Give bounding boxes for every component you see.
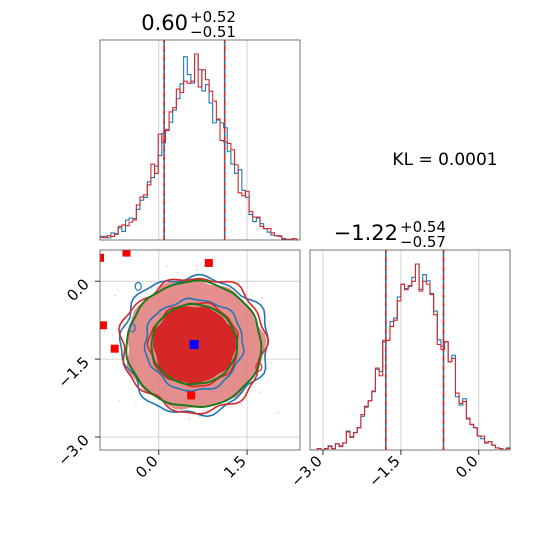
outlier-contour — [128, 323, 136, 333]
scatter-point — [151, 287, 153, 290]
scatter-point — [114, 294, 117, 297]
scatter-point — [134, 404, 137, 407]
param1-title-value: 0.60 — [141, 11, 188, 35]
panel-frame — [309, 249, 511, 451]
x-tick-label: 0.0 — [132, 452, 162, 482]
scatter-point — [117, 289, 119, 292]
scatter-point — [188, 418, 191, 420]
kl-annotation: KL = 0.0001 — [392, 150, 497, 170]
red-square-marker — [100, 321, 107, 330]
scatter-point — [139, 296, 142, 299]
scatter-point — [259, 391, 262, 394]
scatter-point — [206, 409, 209, 412]
scatter-point — [240, 403, 243, 405]
x-tick-label: 0.0 — [452, 452, 482, 482]
scatter-point — [319, 341, 321, 343]
scatter-point — [111, 333, 114, 336]
scatter-point — [180, 409, 182, 412]
param1-title-plus: +0.52 — [190, 8, 236, 26]
outlier-contour — [134, 281, 142, 291]
red-square-marker — [100, 253, 104, 262]
green-contour-line — [125, 279, 263, 409]
scatter-point — [152, 286, 155, 288]
scatter-point — [166, 265, 169, 268]
joint-density-content — [89, 235, 321, 420]
x-tick-label: −3.0 — [287, 452, 325, 490]
scatter-point — [89, 318, 91, 320]
hist-step-blue — [100, 53, 300, 240]
panel-frame — [99, 39, 301, 241]
scatter-point — [176, 271, 179, 274]
scatter-point — [267, 367, 270, 370]
scatter-point — [198, 415, 201, 418]
y-tick-label: −3.0 — [54, 431, 92, 469]
scatter-point — [195, 265, 198, 267]
scatter-point — [103, 330, 106, 332]
scatter-point — [118, 400, 120, 402]
hist-series-group — [310, 263, 510, 450]
scatter-point — [261, 297, 263, 300]
green-contour-line — [150, 303, 239, 386]
scatter-point — [236, 235, 238, 237]
scatter-point — [147, 292, 150, 295]
hist-step-red — [100, 53, 300, 240]
hist-step-blue — [310, 263, 510, 450]
histogram-param2: −1.22 +0.54−0.57 −3.0 −1.5 0.0 — [287, 218, 511, 491]
x-tick-label: 1.5 — [220, 452, 250, 482]
y-tick-label: −1.5 — [54, 353, 92, 391]
outlier-contour — [255, 362, 263, 372]
red-contour-line — [118, 277, 270, 415]
scatter-point — [195, 269, 198, 271]
scatter-point — [156, 286, 158, 288]
y-tick-label: 0.0 — [63, 275, 93, 305]
red-square-marker — [122, 250, 131, 257]
panel-frame — [99, 249, 301, 451]
blue-square-marker — [189, 340, 199, 350]
param1-title-minus: −0.51 — [190, 23, 236, 41]
joint-density-panel: −3.0 −1.5 0.0 0.0 1.5 — [54, 235, 321, 482]
red-square-marker — [187, 391, 196, 400]
histogram-param1: 0.60 +0.52−0.51 — [99, 8, 301, 241]
hist-step-red — [310, 263, 510, 450]
blue-contour-line — [118, 273, 269, 418]
scatter-point — [269, 362, 272, 364]
scatter-point — [277, 411, 279, 414]
red-square-marker — [204, 258, 213, 267]
hist-series-group — [100, 53, 300, 240]
param2-title-plus: +0.54 — [400, 218, 446, 236]
x-tick-label: −1.5 — [365, 452, 403, 490]
param2-title-value: −1.22 — [334, 221, 398, 245]
param2-title-minus: −0.57 — [400, 233, 446, 251]
blue-contour-line — [143, 297, 245, 392]
red-square-marker — [110, 344, 119, 353]
